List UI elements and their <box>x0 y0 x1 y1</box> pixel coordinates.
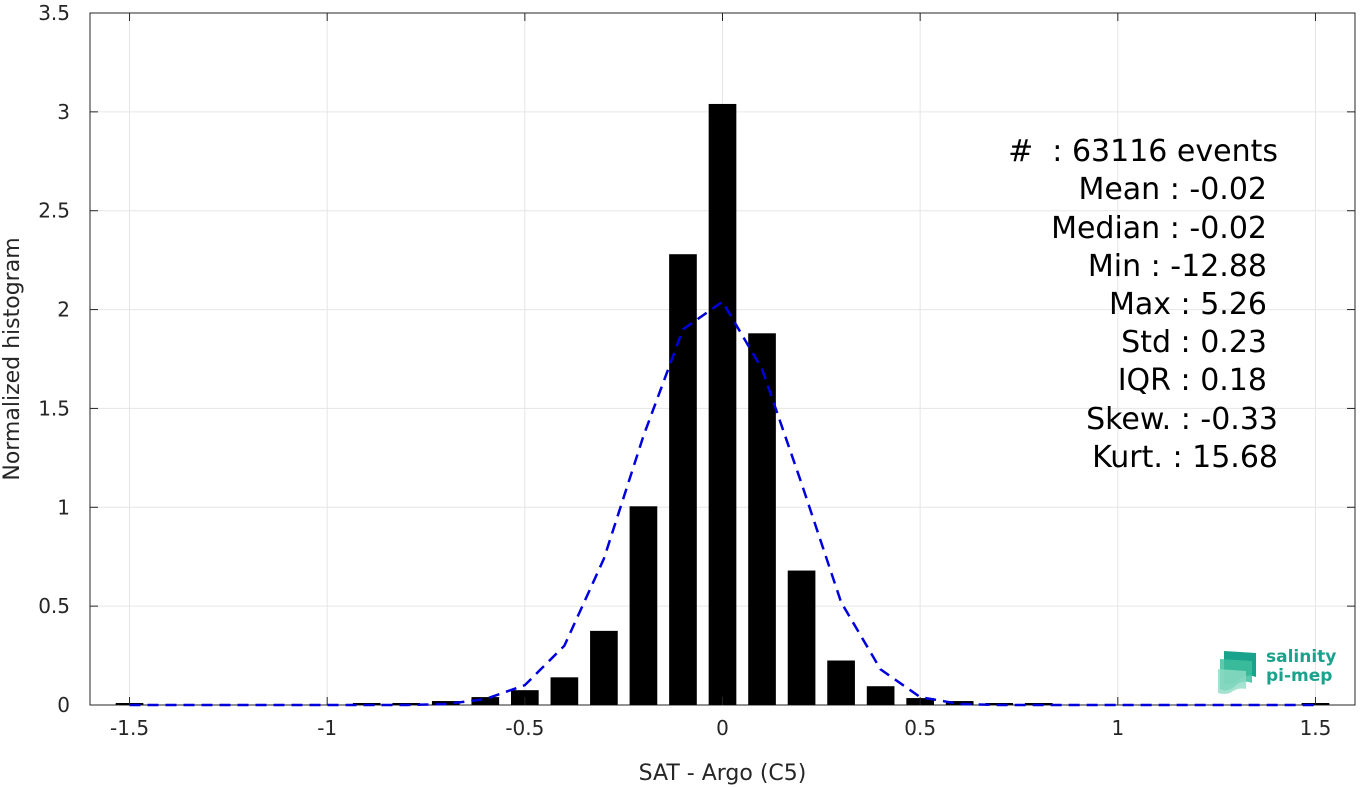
histogram-bar <box>471 697 500 705</box>
y-axis-ticks: 0 0.5 1 1.5 2 2.5 3 3.5 <box>38 1 1355 717</box>
stat-iqr: IQR : 0.18 <box>1118 363 1267 398</box>
stat-median: Median : -0.02 <box>1051 211 1267 246</box>
x-axis-label: SAT - Argo (C5) <box>639 761 807 786</box>
salinity-pimep-logo: salinity pi-mep <box>1216 645 1346 695</box>
x-tick-label: 1 <box>1111 716 1124 740</box>
y-tick-label: 0 <box>57 693 70 717</box>
y-tick-label: 2 <box>57 298 70 322</box>
histogram-bar <box>590 630 618 705</box>
y-tick-label: 1 <box>57 495 70 519</box>
logo-waves-icon <box>1218 651 1256 694</box>
stat-max: Max : 5.26 <box>1109 287 1267 322</box>
histogram-bar <box>787 570 816 705</box>
histogram-bar <box>945 701 974 705</box>
logo-text: salinity pi-mep <box>1266 648 1336 686</box>
histogram-bar <box>550 677 579 705</box>
stat-events: # : 63116 events <box>1008 134 1278 169</box>
stat-kurt: Kurt. : 15.68 <box>1092 440 1278 475</box>
stat-skew: Skew. : -0.33 <box>1086 402 1278 437</box>
x-tick-label: -1.5 <box>110 716 149 740</box>
x-axis-ticks: -1.5 -1 -0.5 0 0.5 1 1.5 <box>110 13 1331 740</box>
histogram-bar <box>866 686 895 705</box>
histogram-bars <box>115 103 1330 706</box>
x-tick-label: 1.5 <box>1300 716 1332 740</box>
x-tick-label: -1 <box>317 716 337 740</box>
statistics-annotation: # : 63116 events Mean : -0.02 Median : -… <box>1008 134 1278 475</box>
logo-line1: salinity <box>1266 647 1337 667</box>
x-tick-label: 0 <box>716 716 729 740</box>
stat-std: Std : 0.23 <box>1121 325 1267 360</box>
logo-line2: pi-mep <box>1266 666 1333 686</box>
histogram-bar <box>708 103 737 706</box>
stat-min: Min : -12.88 <box>1088 249 1267 284</box>
histogram-bar <box>827 660 855 705</box>
x-tick-label: -0.5 <box>505 716 544 740</box>
stat-mean: Mean : -0.02 <box>1078 172 1267 207</box>
y-tick-label: 2.5 <box>38 199 70 223</box>
histogram-bar <box>669 254 697 705</box>
histogram-bar <box>748 333 776 705</box>
x-tick-label: 0.5 <box>904 716 936 740</box>
y-tick-label: 0.5 <box>38 594 70 618</box>
histogram-bar <box>629 506 658 705</box>
y-axis-label: Normalized histogram <box>0 237 25 480</box>
y-tick-label: 3.5 <box>38 1 70 25</box>
y-tick-label: 3 <box>57 100 70 124</box>
y-tick-label: 1.5 <box>38 396 70 420</box>
